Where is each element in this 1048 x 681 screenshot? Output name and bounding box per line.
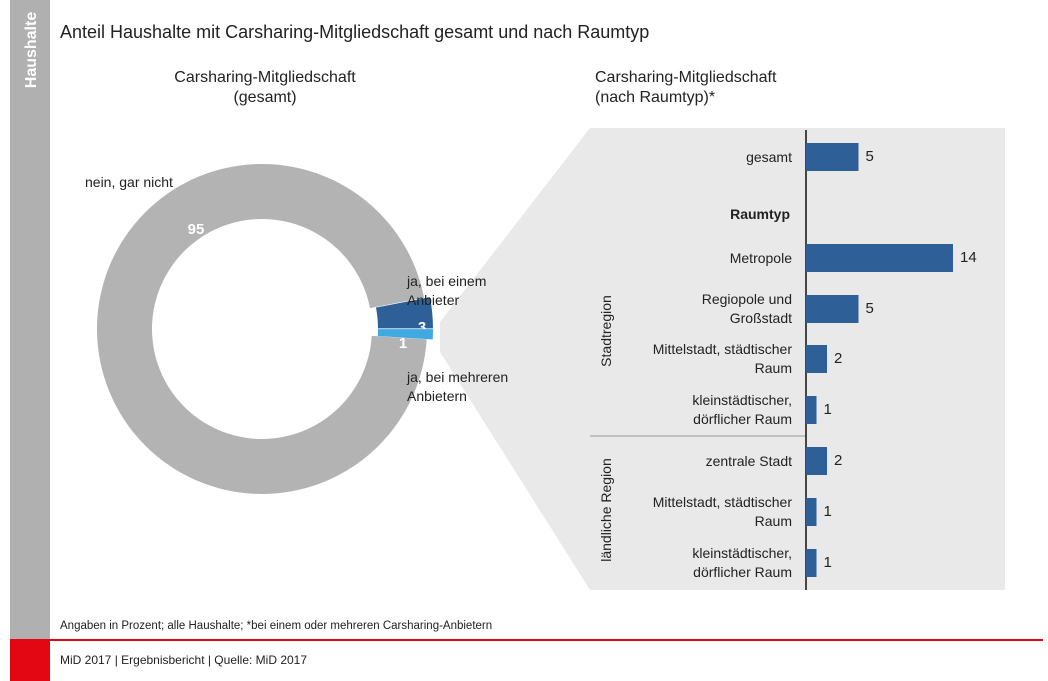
group-label: ländliche Region xyxy=(598,458,614,562)
value-label: 95 xyxy=(188,221,205,238)
category-label: Regiopole und Großstadt xyxy=(701,291,792,326)
chart-title: Carsharing-Mitgliedschaft (nach Raumtyp)… xyxy=(595,69,777,106)
bar xyxy=(806,396,817,424)
value-label: 2 xyxy=(834,350,842,367)
category-label: Mittelstadt, städtischer Raum xyxy=(652,341,792,376)
value-label: 3 xyxy=(418,319,426,336)
group-label: Stadtregion xyxy=(598,295,614,367)
donut-slice xyxy=(375,297,433,329)
category-label: gesamt xyxy=(746,148,792,165)
bar xyxy=(806,244,953,272)
donut-slice xyxy=(96,163,427,494)
chart-title: Carsharing-Mitgliedschaft (gesamt) xyxy=(174,69,356,106)
bar xyxy=(806,295,859,323)
bar xyxy=(806,498,817,526)
footer-block xyxy=(10,640,50,681)
category-label: Metropole xyxy=(729,249,792,266)
value-label: 1 xyxy=(399,335,407,352)
subheading: Raumtyp xyxy=(730,206,790,222)
value-label: 5 xyxy=(866,148,874,165)
legend-label: nein, gar nicht xyxy=(85,174,173,190)
value-label: 1 xyxy=(824,401,832,418)
sidebar xyxy=(10,0,50,640)
bar xyxy=(806,447,827,475)
category-label: zentrale Stadt xyxy=(705,452,792,469)
legend-label: ja, bei mehreren Anbietern xyxy=(407,369,509,404)
value-label: 1 xyxy=(824,503,832,520)
value-label: 1 xyxy=(824,554,832,571)
value-label: 2 xyxy=(834,452,842,469)
value-label: 14 xyxy=(960,249,977,266)
legend-label: ja, bei einem Anbieter xyxy=(407,273,487,308)
category-label: Mittelstadt, städtischer Raum xyxy=(652,494,792,529)
bar xyxy=(806,143,859,171)
category-label: kleinstädtischer, dörflicher Raum xyxy=(692,392,792,427)
sidebar-label: Haushalte xyxy=(23,12,40,89)
value-label: 5 xyxy=(866,300,874,317)
bar xyxy=(806,345,827,373)
footer: MiD 2017 | Ergebnisbericht | Quelle: MiD… xyxy=(60,653,308,667)
note: Angaben in Prozent; alle Haushalte; *bei… xyxy=(60,620,493,632)
bar xyxy=(806,549,817,577)
category-label: kleinstädtischer, dörflicher Raum xyxy=(692,545,792,580)
page-title: Anteil Haushalte mit Carsharing-Mitglied… xyxy=(60,22,650,42)
donut-slice xyxy=(377,329,433,340)
zoom-panel xyxy=(440,128,1005,590)
